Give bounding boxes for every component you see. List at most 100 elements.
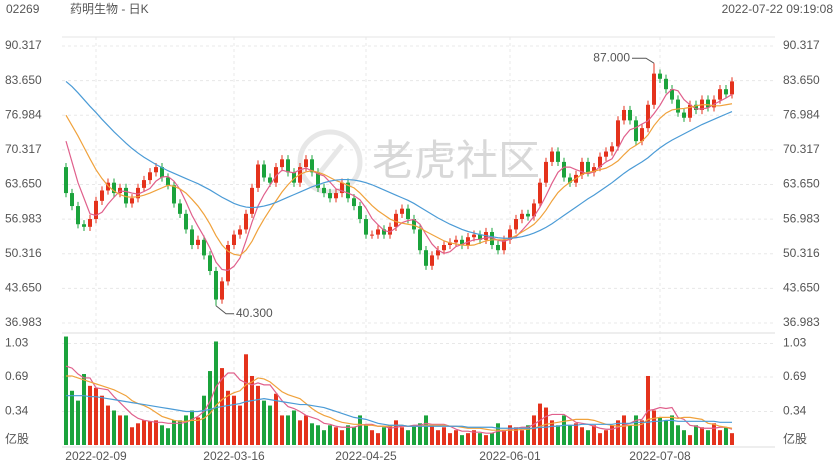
candle-body: [142, 180, 146, 188]
volume-bar: [616, 420, 620, 445]
volume-bar: [514, 427, 518, 445]
volume-bar: [448, 433, 452, 445]
candle-body: [460, 239, 464, 246]
candle-body: [586, 161, 590, 173]
volume-bar: [124, 415, 128, 445]
volume-bar: [478, 433, 482, 445]
volume-bar: [316, 425, 320, 445]
candle-body: [676, 99, 680, 113]
candle-body: [268, 177, 272, 183]
volume-bar: [244, 354, 248, 445]
volume-bar: [226, 390, 230, 445]
candle-body: [526, 213, 530, 217]
candle-body: [190, 229, 194, 246]
volume-bar: [382, 427, 386, 445]
volume-bar: [484, 435, 488, 445]
candle-body: [370, 234, 374, 236]
volume-bar: [526, 425, 530, 445]
volume-bar: [592, 425, 596, 445]
candle-body: [100, 190, 104, 201]
timestamp: 2022-07-22 09:19:08: [722, 2, 834, 16]
candle-body: [568, 177, 572, 183]
candle-body: [148, 172, 152, 181]
volume-bar: [358, 415, 362, 445]
volume-tick-label-right: 0.69: [783, 369, 807, 383]
candle-body: [196, 239, 200, 246]
volume-bar: [364, 425, 368, 445]
candle-body: [712, 99, 716, 108]
candle-body: [322, 187, 326, 194]
candle-body: [394, 213, 398, 227]
candle-body: [520, 213, 524, 220]
candle-body: [448, 242, 452, 246]
candle-body: [490, 232, 494, 246]
volume-bar: [352, 427, 356, 445]
candle-body: [610, 146, 614, 152]
candle-body: [514, 219, 518, 230]
candle-body: [688, 104, 692, 118]
volume-bar: [694, 425, 698, 445]
volume-bar: [406, 430, 410, 445]
volume-bar: [118, 415, 122, 445]
volume-tick-label: 0.34: [5, 404, 29, 418]
candle-body: [466, 237, 470, 246]
volume-tick-label: 0.69: [5, 369, 29, 383]
volume-bar: [424, 415, 428, 445]
volume-bar: [208, 371, 212, 445]
volume-bar: [322, 430, 326, 445]
candle-body: [544, 161, 548, 183]
moving-average-line: [65, 103, 733, 257]
volume-bar: [418, 423, 422, 445]
candle-body: [538, 182, 542, 204]
candle-body: [580, 161, 584, 175]
volume-bar: [274, 393, 278, 445]
candle-body: [652, 73, 656, 105]
volume-bar: [286, 415, 290, 445]
volume-bar: [460, 435, 464, 445]
volume-bar: [292, 410, 296, 445]
volume-bar: [166, 428, 170, 445]
high-pointer: [632, 57, 655, 64]
candle-body: [406, 208, 410, 220]
x-tick-label: 2022-03-16: [203, 449, 265, 463]
volume-bar: [346, 425, 350, 445]
volume-bar: [412, 425, 416, 445]
volume-bar: [586, 430, 590, 445]
volume-bar: [280, 415, 284, 445]
x-tick-label: 2022-07-08: [629, 449, 691, 463]
y-tick-label: 50.316: [5, 246, 42, 260]
volume-bar: [232, 395, 236, 445]
x-tick-label: 2022-02-09: [65, 449, 127, 463]
candle-body: [304, 159, 308, 168]
volume-bar: [388, 425, 392, 445]
y-tick-label: 76.984: [5, 107, 42, 121]
candle-body: [400, 208, 404, 214]
candle-body: [76, 206, 80, 225]
candle-body: [658, 73, 662, 79]
volume-bar: [214, 341, 218, 445]
watermark-text: 老虎社区: [372, 137, 540, 184]
candle-body: [178, 203, 182, 214]
candle-body: [232, 234, 236, 246]
candle-body: [82, 224, 86, 227]
y-tick-label-right: 56.983: [783, 211, 820, 225]
volume-bar: [76, 400, 80, 445]
candle-body: [670, 89, 674, 100]
volume-bar: [106, 405, 110, 445]
volume-bar: [142, 420, 146, 445]
volume-bar: [466, 433, 470, 445]
candle-body: [124, 187, 128, 204]
candle-body: [310, 159, 314, 173]
candle-body: [166, 177, 170, 186]
moving-average-line: [66, 395, 732, 429]
candle-body: [214, 270, 218, 300]
volume-bar: [538, 403, 542, 445]
candle-body: [622, 109, 626, 121]
candle-body: [292, 172, 296, 183]
y-tick-label: 90.317: [5, 38, 42, 52]
candle-body: [532, 203, 536, 217]
chart-title: 药明生物 - 日K: [70, 2, 149, 16]
candle-body: [112, 182, 116, 194]
volume-bar: [562, 415, 566, 445]
volume-bar: [502, 430, 506, 445]
